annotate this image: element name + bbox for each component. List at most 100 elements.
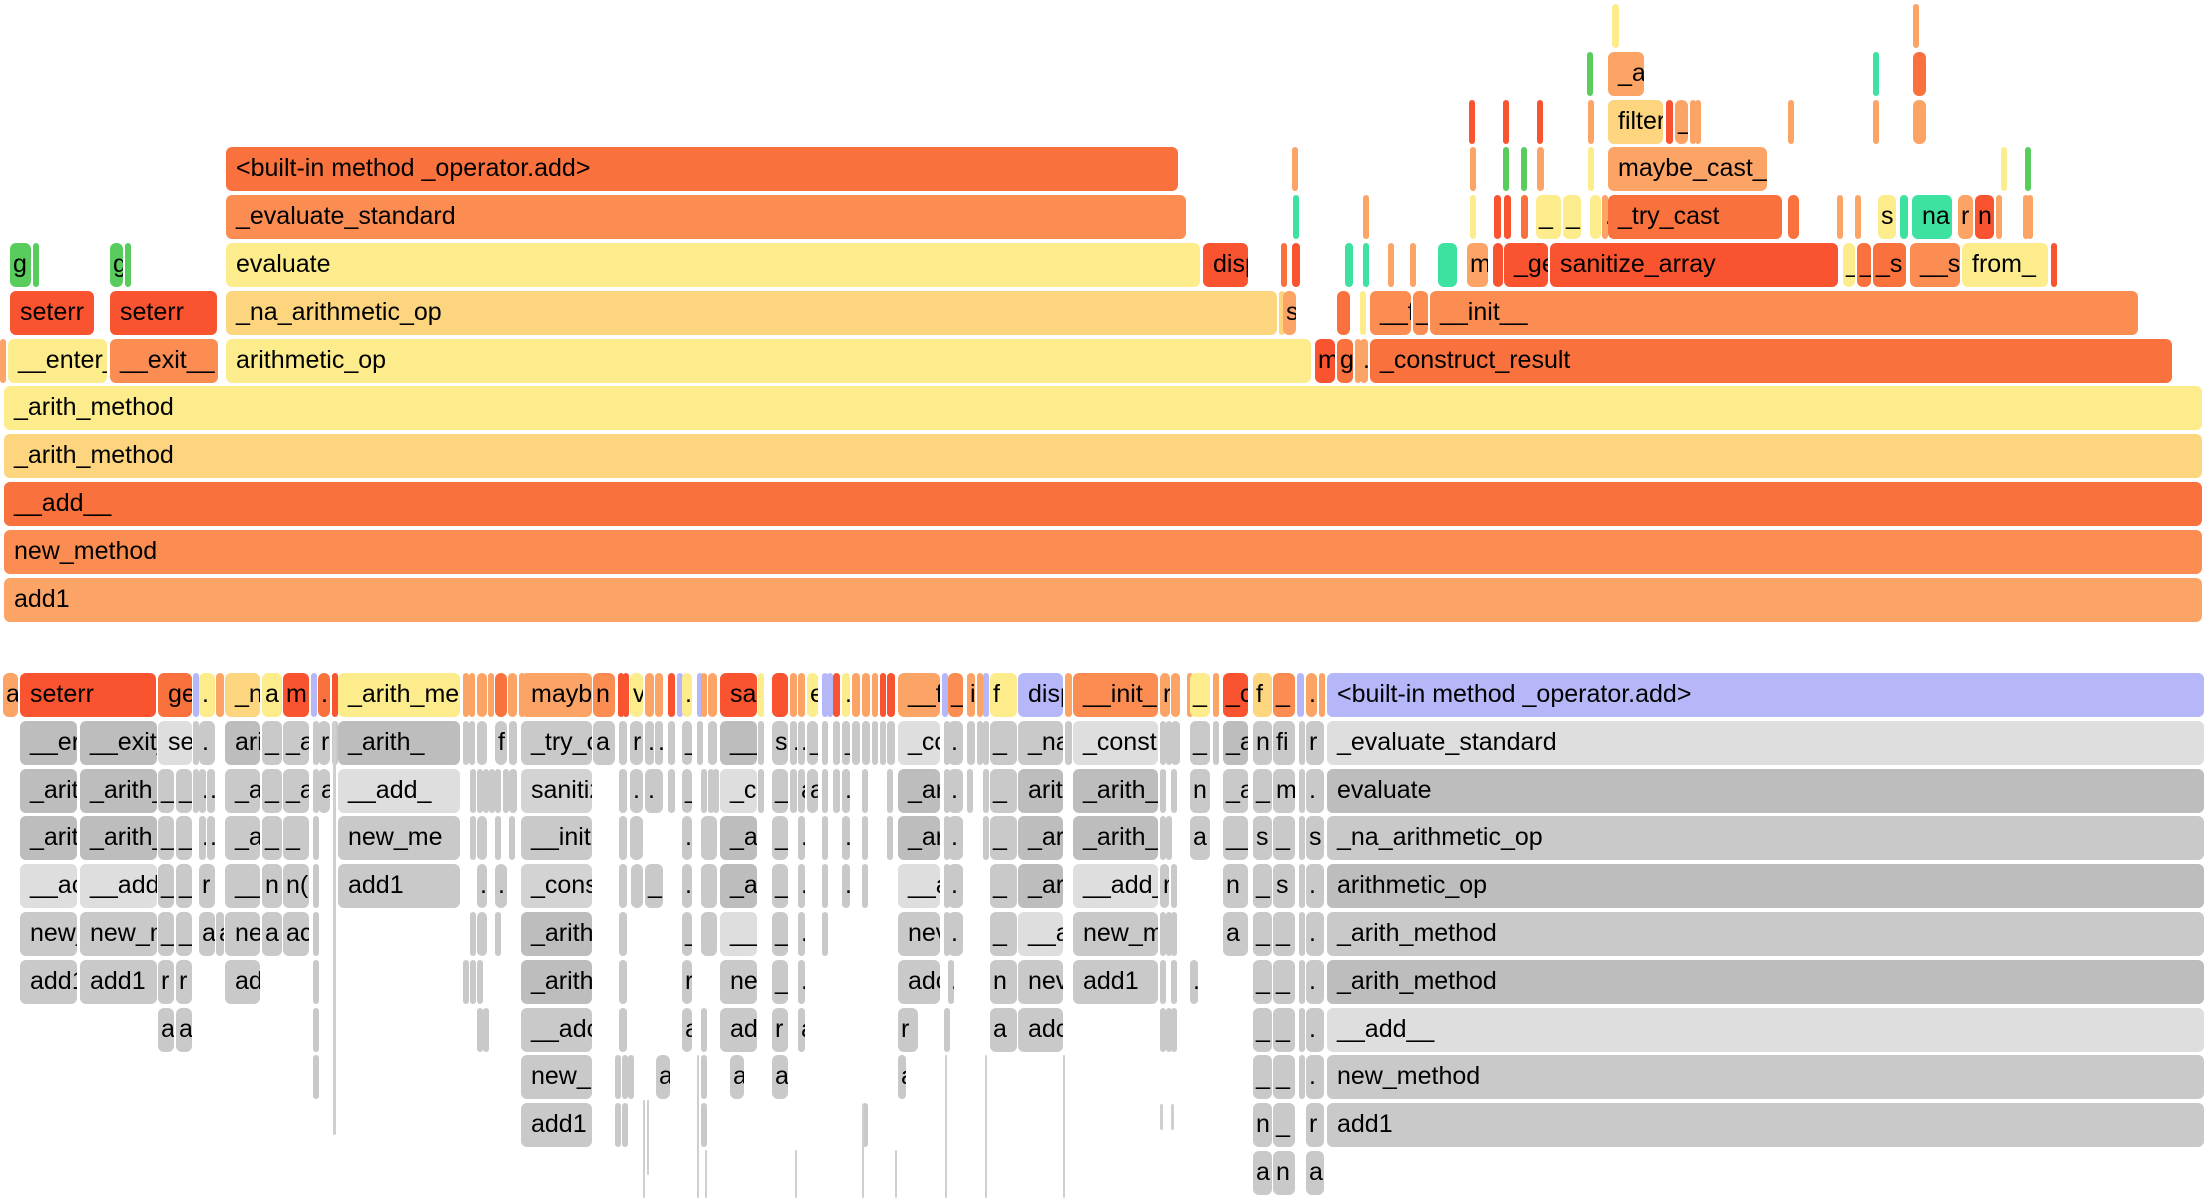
frame-bar[interactable] bbox=[470, 816, 476, 860]
frame-bar[interactable]: _ bbox=[1273, 1103, 1295, 1147]
frame-bar[interactable]: __a bbox=[1018, 912, 1063, 956]
frame-bar[interactable] bbox=[477, 960, 483, 1004]
frame-bar[interactable] bbox=[887, 816, 893, 860]
frame-bar[interactable] bbox=[1160, 912, 1166, 956]
frame-bar[interactable]: s bbox=[1878, 195, 1896, 239]
frame-bar[interactable] bbox=[477, 912, 487, 956]
frame-bar[interactable]: . bbox=[798, 912, 805, 956]
frame-bar[interactable]: _try_cast bbox=[1608, 195, 1782, 239]
frame-bar[interactable] bbox=[1160, 769, 1166, 813]
frame-bar[interactable] bbox=[880, 673, 886, 717]
frame-bar[interactable]: . bbox=[1306, 1055, 1324, 1099]
frame-bar[interactable] bbox=[1612, 4, 1619, 48]
frame-bar[interactable] bbox=[1788, 100, 1794, 144]
frame-bar[interactable]: _ bbox=[990, 816, 1017, 860]
frame-bar[interactable] bbox=[1388, 243, 1394, 287]
frame-sliver[interactable] bbox=[333, 721, 336, 1135]
frame-bar[interactable]: add1 bbox=[4, 578, 2202, 622]
frame-bar[interactable] bbox=[628, 1055, 634, 1099]
frame-bar[interactable] bbox=[1299, 721, 1305, 765]
frame-bar[interactable]: r bbox=[1958, 195, 1973, 239]
frame-bar[interactable] bbox=[1171, 912, 1177, 956]
frame-bar[interactable] bbox=[1900, 195, 1908, 239]
frame-bar[interactable]: sanitize_array bbox=[1550, 243, 1838, 287]
frame-bar[interactable]: n( bbox=[283, 864, 309, 908]
frame-bar[interactable]: a bbox=[807, 769, 818, 813]
frame-bar[interactable] bbox=[852, 721, 860, 765]
frame-bar[interactable]: . bbox=[842, 673, 850, 717]
frame-bar[interactable]: ad bbox=[720, 1008, 757, 1052]
frame-bar[interactable]: _arit bbox=[20, 769, 77, 813]
frame-bar[interactable]: _ bbox=[1253, 864, 1272, 908]
frame-bar[interactable] bbox=[668, 769, 675, 813]
frame-bar[interactable]: _ bbox=[158, 912, 174, 956]
frame-bar[interactable] bbox=[872, 721, 878, 765]
frame-bar[interactable] bbox=[495, 816, 501, 860]
frame-bar[interactable] bbox=[2025, 147, 2031, 191]
frame-bar[interactable] bbox=[470, 769, 476, 813]
frame-bar[interactable]: _ar bbox=[898, 816, 940, 860]
frame-bar[interactable]: _ bbox=[1536, 195, 1561, 239]
frame-bar[interactable]: new_m bbox=[1073, 912, 1158, 956]
frame-bar[interactable] bbox=[1279, 291, 1285, 335]
frame-bar[interactable] bbox=[713, 769, 719, 813]
frame-bar[interactable] bbox=[1363, 195, 1369, 239]
frame-bar[interactable]: r bbox=[772, 1008, 788, 1052]
frame-bar[interactable] bbox=[1494, 195, 1501, 239]
frame-bar[interactable]: _ bbox=[990, 721, 1017, 765]
frame-bar[interactable]: __ac bbox=[20, 864, 77, 908]
frame-bar[interactable] bbox=[833, 673, 840, 717]
frame-bar[interactable]: _ar bbox=[898, 769, 940, 813]
frame-bar[interactable]: . bbox=[798, 721, 805, 765]
frame-bar[interactable] bbox=[772, 673, 788, 717]
frame-bar[interactable] bbox=[470, 912, 476, 956]
frame-bar[interactable]: _arith_me bbox=[338, 673, 460, 717]
frame-bar[interactable]: __add_ bbox=[338, 769, 460, 813]
frame-bar[interactable]: . bbox=[1306, 673, 1317, 717]
frame-bar[interactable] bbox=[469, 721, 475, 765]
frame-bar[interactable] bbox=[1171, 721, 1180, 765]
frame-bar[interactable] bbox=[1160, 721, 1166, 765]
frame-bar[interactable] bbox=[33, 243, 39, 287]
frame-bar[interactable] bbox=[1160, 960, 1166, 1004]
frame-bar[interactable] bbox=[758, 673, 764, 717]
frame-bar[interactable]: _ bbox=[1253, 1055, 1272, 1099]
frame-bar[interactable]: . bbox=[1306, 960, 1324, 1004]
frame-bar[interactable]: r bbox=[1306, 721, 1324, 765]
frame-bar[interactable]: _ bbox=[682, 721, 692, 765]
frame-bar[interactable]: arithmetic_op bbox=[226, 339, 1311, 383]
frame-bar[interactable] bbox=[630, 816, 643, 860]
frame-bar[interactable]: _ bbox=[1273, 673, 1295, 717]
frame-bar[interactable]: __ bbox=[1223, 816, 1248, 860]
frame-bar[interactable] bbox=[887, 673, 895, 717]
frame-bar[interactable]: . bbox=[1306, 769, 1324, 813]
frame-bar[interactable]: r bbox=[1160, 864, 1169, 908]
frame-bar[interactable] bbox=[313, 816, 319, 860]
frame-bar[interactable]: __se bbox=[1910, 243, 1960, 287]
frame-bar[interactable] bbox=[967, 721, 975, 765]
frame-bar[interactable]: __er bbox=[20, 721, 77, 765]
frame-bar[interactable]: n bbox=[1253, 1103, 1272, 1147]
frame-bar[interactable] bbox=[470, 960, 476, 1004]
frame-bar[interactable]: a bbox=[772, 1055, 788, 1099]
frame-bar[interactable]: . bbox=[199, 673, 215, 717]
frame-bar[interactable]: n bbox=[1975, 195, 1994, 239]
frame-bar[interactable] bbox=[483, 769, 489, 813]
frame-bar[interactable]: _ bbox=[1843, 243, 1855, 287]
frame-bar[interactable] bbox=[1695, 100, 1701, 144]
frame-bar[interactable]: . bbox=[477, 864, 487, 908]
frame-bar[interactable] bbox=[645, 673, 654, 717]
frame-sliver[interactable] bbox=[945, 1055, 947, 1198]
frame-bar[interactable]: . bbox=[798, 816, 805, 860]
frame-bar[interactable]: filter bbox=[1608, 100, 1663, 144]
frame-bar[interactable] bbox=[944, 721, 950, 765]
frame-bar[interactable] bbox=[862, 673, 870, 717]
frame-bar[interactable] bbox=[758, 721, 764, 765]
frame-bar[interactable]: _arit bbox=[20, 816, 77, 860]
frame-bar[interactable] bbox=[332, 673, 338, 717]
frame-bar[interactable]: . bbox=[655, 721, 663, 765]
frame-bar[interactable] bbox=[503, 769, 509, 813]
frame-bar[interactable]: ge bbox=[158, 673, 192, 717]
frame-bar[interactable]: v bbox=[630, 673, 643, 717]
frame-bar[interactable] bbox=[1590, 195, 1601, 239]
